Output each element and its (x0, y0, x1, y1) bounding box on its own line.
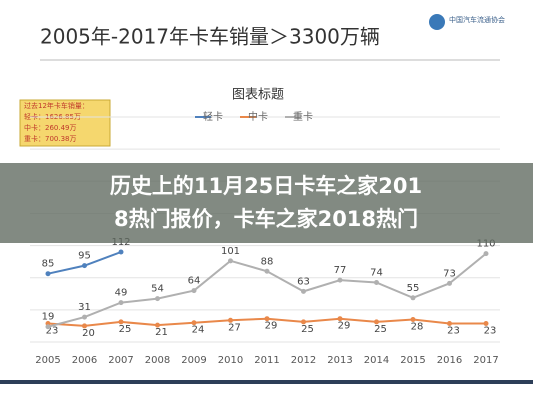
x-tick-label: 2006 (72, 355, 97, 366)
x-tick-label: 2011 (254, 355, 279, 366)
point (155, 296, 160, 302)
point (264, 316, 270, 322)
data-label: 54 (151, 284, 164, 295)
data-label: 77 (334, 265, 347, 276)
data-label: 88 (261, 256, 274, 267)
chart-title: 图表标题 (232, 88, 284, 103)
x-tick-label: 2015 (400, 355, 425, 366)
data-label: 64 (188, 276, 201, 287)
point (410, 295, 416, 301)
banner (0, 163, 533, 243)
point (447, 321, 452, 327)
banner-line: 历史上的11月25日卡车之家201 (110, 174, 422, 198)
x-tick-label: 2009 (181, 355, 206, 366)
point (118, 249, 124, 255)
point (337, 316, 343, 322)
x-tick-label: 2007 (108, 355, 133, 366)
legend-label: 重卡 (293, 110, 313, 123)
point (118, 300, 124, 306)
point (337, 277, 343, 283)
data-label: 29 (265, 321, 278, 332)
legend-label: 轻卡 (203, 110, 223, 123)
data-label: 25 (301, 324, 314, 335)
x-tick-label: 2016 (437, 355, 462, 366)
data-label: 95 (78, 251, 91, 262)
x-tick-label: 2010 (218, 355, 243, 366)
info-line: 中卡：260.49万 (24, 123, 77, 132)
data-label: 31 (78, 302, 91, 313)
legend-label: 中卡 (248, 110, 268, 123)
logo: 中国汽车流通协会 (449, 15, 505, 24)
point (374, 280, 379, 286)
point (45, 271, 51, 277)
point (483, 251, 489, 257)
data-label: 29 (338, 321, 351, 332)
point (191, 288, 197, 294)
data-label: 73 (443, 268, 456, 279)
point (374, 319, 379, 325)
data-label: 55 (407, 283, 420, 294)
point (483, 321, 489, 327)
x-tick-label: 2008 (145, 355, 170, 366)
x-tick-label: 2005 (35, 355, 60, 366)
data-label: 24 (192, 325, 205, 336)
point (410, 317, 416, 322)
point (301, 319, 306, 325)
data-label: 27 (228, 322, 241, 333)
data-label: 25 (119, 324, 132, 335)
data-label: 74 (370, 268, 383, 279)
point (191, 320, 197, 326)
point (45, 324, 51, 330)
point (447, 280, 452, 286)
data-label: 25 (374, 324, 387, 335)
data-label: 49 (115, 288, 128, 299)
info-line: 重卡：700.38万 (24, 134, 77, 143)
banner-line: 8热门报价，卡车之家2018热门 (114, 207, 418, 231)
data-label: 63 (297, 276, 310, 287)
page-title: 2005年-2017年卡车销量＞3300万辆 (40, 25, 380, 49)
data-label: 101 (221, 246, 240, 257)
data-label: 85 (42, 259, 55, 270)
bottom-bar (0, 380, 533, 384)
point (118, 319, 124, 325)
point (82, 263, 87, 269)
point (264, 268, 270, 274)
logo-icon (429, 14, 445, 30)
point (155, 322, 160, 328)
data-label: 110 (476, 239, 495, 250)
x-tick-label: 2013 (327, 355, 352, 366)
data-label: 20 (82, 328, 95, 339)
point (301, 288, 306, 294)
info-line: 过去12年卡车销量： (24, 101, 89, 110)
x-tick-label: 2012 (291, 355, 316, 366)
point (228, 317, 233, 323)
data-label: 19 (42, 312, 55, 323)
data-label: 21 (155, 327, 168, 338)
point (228, 258, 233, 264)
point (82, 314, 87, 320)
point (82, 323, 87, 329)
x-tick-label: 2014 (364, 355, 389, 366)
data-label: 23 (46, 326, 59, 337)
data-label: 23 (484, 326, 497, 337)
data-label: 28 (411, 322, 424, 333)
x-tick-label: 2017 (473, 355, 498, 366)
info-box (19, 99, 111, 147)
data-label: 23 (447, 326, 460, 337)
